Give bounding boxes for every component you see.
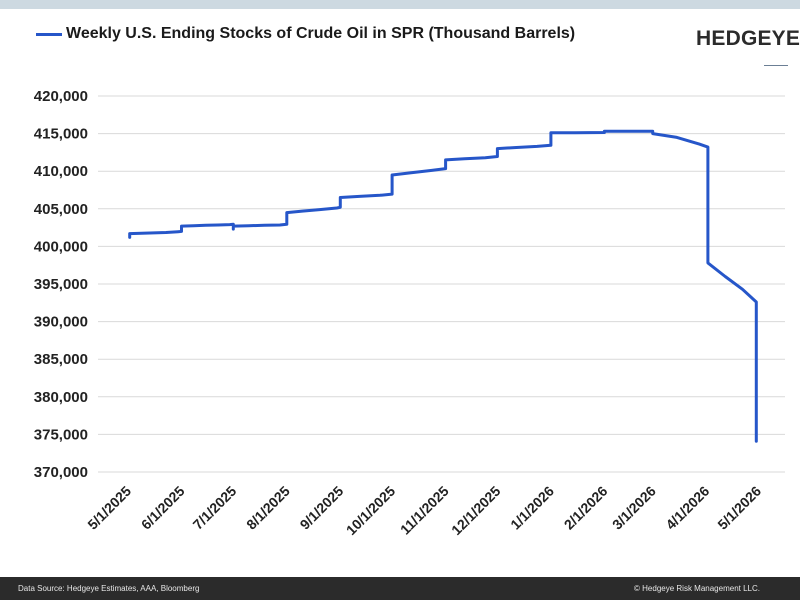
x-tick-label: 9/1/2025 xyxy=(297,483,347,533)
y-tick-label: 420,000 xyxy=(34,88,88,105)
y-tick-label: 375,000 xyxy=(34,426,88,443)
y-tick-label: 370,000 xyxy=(34,464,88,481)
logo-underline xyxy=(764,65,788,66)
x-tick-label: 10/1/2025 xyxy=(343,483,399,539)
x-tick-label: 8/1/2025 xyxy=(243,483,293,533)
x-tick-label: 7/1/2025 xyxy=(190,483,240,533)
x-tick-label: 4/1/2026 xyxy=(662,483,712,533)
x-tick-label: 3/1/2026 xyxy=(609,483,659,533)
hedgeye-logo: HEDGEYE xyxy=(696,27,800,50)
top-accent-band xyxy=(0,0,800,9)
series-line xyxy=(128,129,758,443)
y-tick-label: 385,000 xyxy=(34,351,88,368)
y-tick-label: 395,000 xyxy=(34,276,88,293)
legend-label: Weekly U.S. Ending Stocks of Crude Oil i… xyxy=(66,25,576,42)
x-tick-label: 5/1/2025 xyxy=(84,483,134,533)
x-tick-label: 12/1/2025 xyxy=(448,483,504,539)
line-chart: 420,000 415,000 410,000 405,000 400,000 395,0… xyxy=(34,88,785,539)
y-tick-label: 390,000 xyxy=(34,314,88,331)
x-tick-label: 1/1/2026 xyxy=(507,483,557,533)
x-tick-label: 6/1/2025 xyxy=(138,483,188,533)
x-axis-labels: 5/1/2025 6/1/2025 7/1/2025 8/1/2025 9/1/2025… xyxy=(84,483,764,539)
chart-legend: Weekly U.S. Ending Stocks of Crude Oil i… xyxy=(36,24,575,44)
gridlines xyxy=(98,95,785,473)
x-tick-label: 11/1/2025 xyxy=(397,483,452,538)
y-tick-label: 380,000 xyxy=(34,389,88,406)
source-note: Data Source: Hedgeye Estimates, AAA, Blo… xyxy=(18,584,200,593)
series-lines xyxy=(128,129,758,443)
y-tick-label: 400,000 xyxy=(34,238,88,255)
y-axis-labels: 420,000 415,000 410,000 405,000 400,000 395,0… xyxy=(34,88,88,481)
y-tick-label: 410,000 xyxy=(34,163,88,180)
x-tick-label: 2/1/2026 xyxy=(561,483,611,533)
legend-line-swatch xyxy=(36,32,62,36)
copyright-note: © Hedgeye Risk Management LLC. xyxy=(634,584,760,593)
x-tick-label: 5/1/2026 xyxy=(714,483,764,533)
footer-bar: Data Source: Hedgeye Estimates, AAA, Blo… xyxy=(0,577,800,600)
y-tick-label: 405,000 xyxy=(34,201,88,218)
y-tick-label: 415,000 xyxy=(34,126,88,143)
